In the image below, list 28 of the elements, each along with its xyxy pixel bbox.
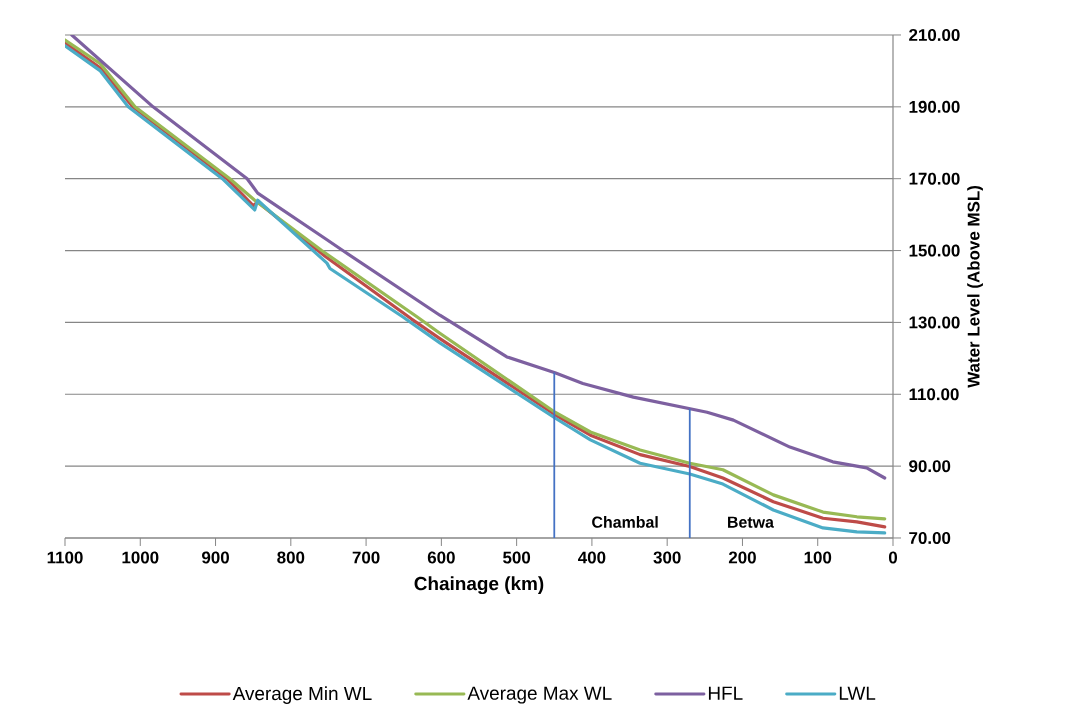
legend-label: Average Max WL [467,686,612,704]
x-tick-label: 1000 [122,551,159,564]
x-axis-title: Chainage (km) [414,576,544,595]
y-tick-label: 210.00 [909,28,960,41]
y-tick-label: 90.00 [909,460,951,473]
x-tick-label: 0 [888,551,898,564]
y-tick-label: 70.00 [909,531,951,544]
x-tick-label: 100 [804,551,832,564]
x-tick-label: 500 [503,551,531,564]
x-tick-label: 300 [653,551,681,564]
x-tick-label: 900 [202,551,229,564]
legend-label: LWL [839,686,876,700]
y-tick-label: 130.00 [909,316,960,329]
y-tick-label: 110.00 [909,388,959,401]
ref-line-label: Betwa [728,516,775,528]
y-tick-label: 170.00 [909,172,960,185]
legend-label: Average Min WL [232,686,372,704]
x-tick-label: 800 [277,551,305,564]
legend-label: HFL [708,686,743,700]
y-axis-title: Water Level (Above MSL) [967,186,983,388]
y-tick-label: 190.00 [909,100,960,113]
x-tick-label: 700 [352,551,380,564]
x-tick-label: 600 [427,551,455,564]
y-tick-label: 150.00 [909,244,960,257]
x-tick-label: 400 [578,551,606,564]
ref-line-label: Chambal [592,516,658,528]
x-tick-label: 1100 [47,551,83,564]
x-tick-label: 200 [728,551,756,564]
